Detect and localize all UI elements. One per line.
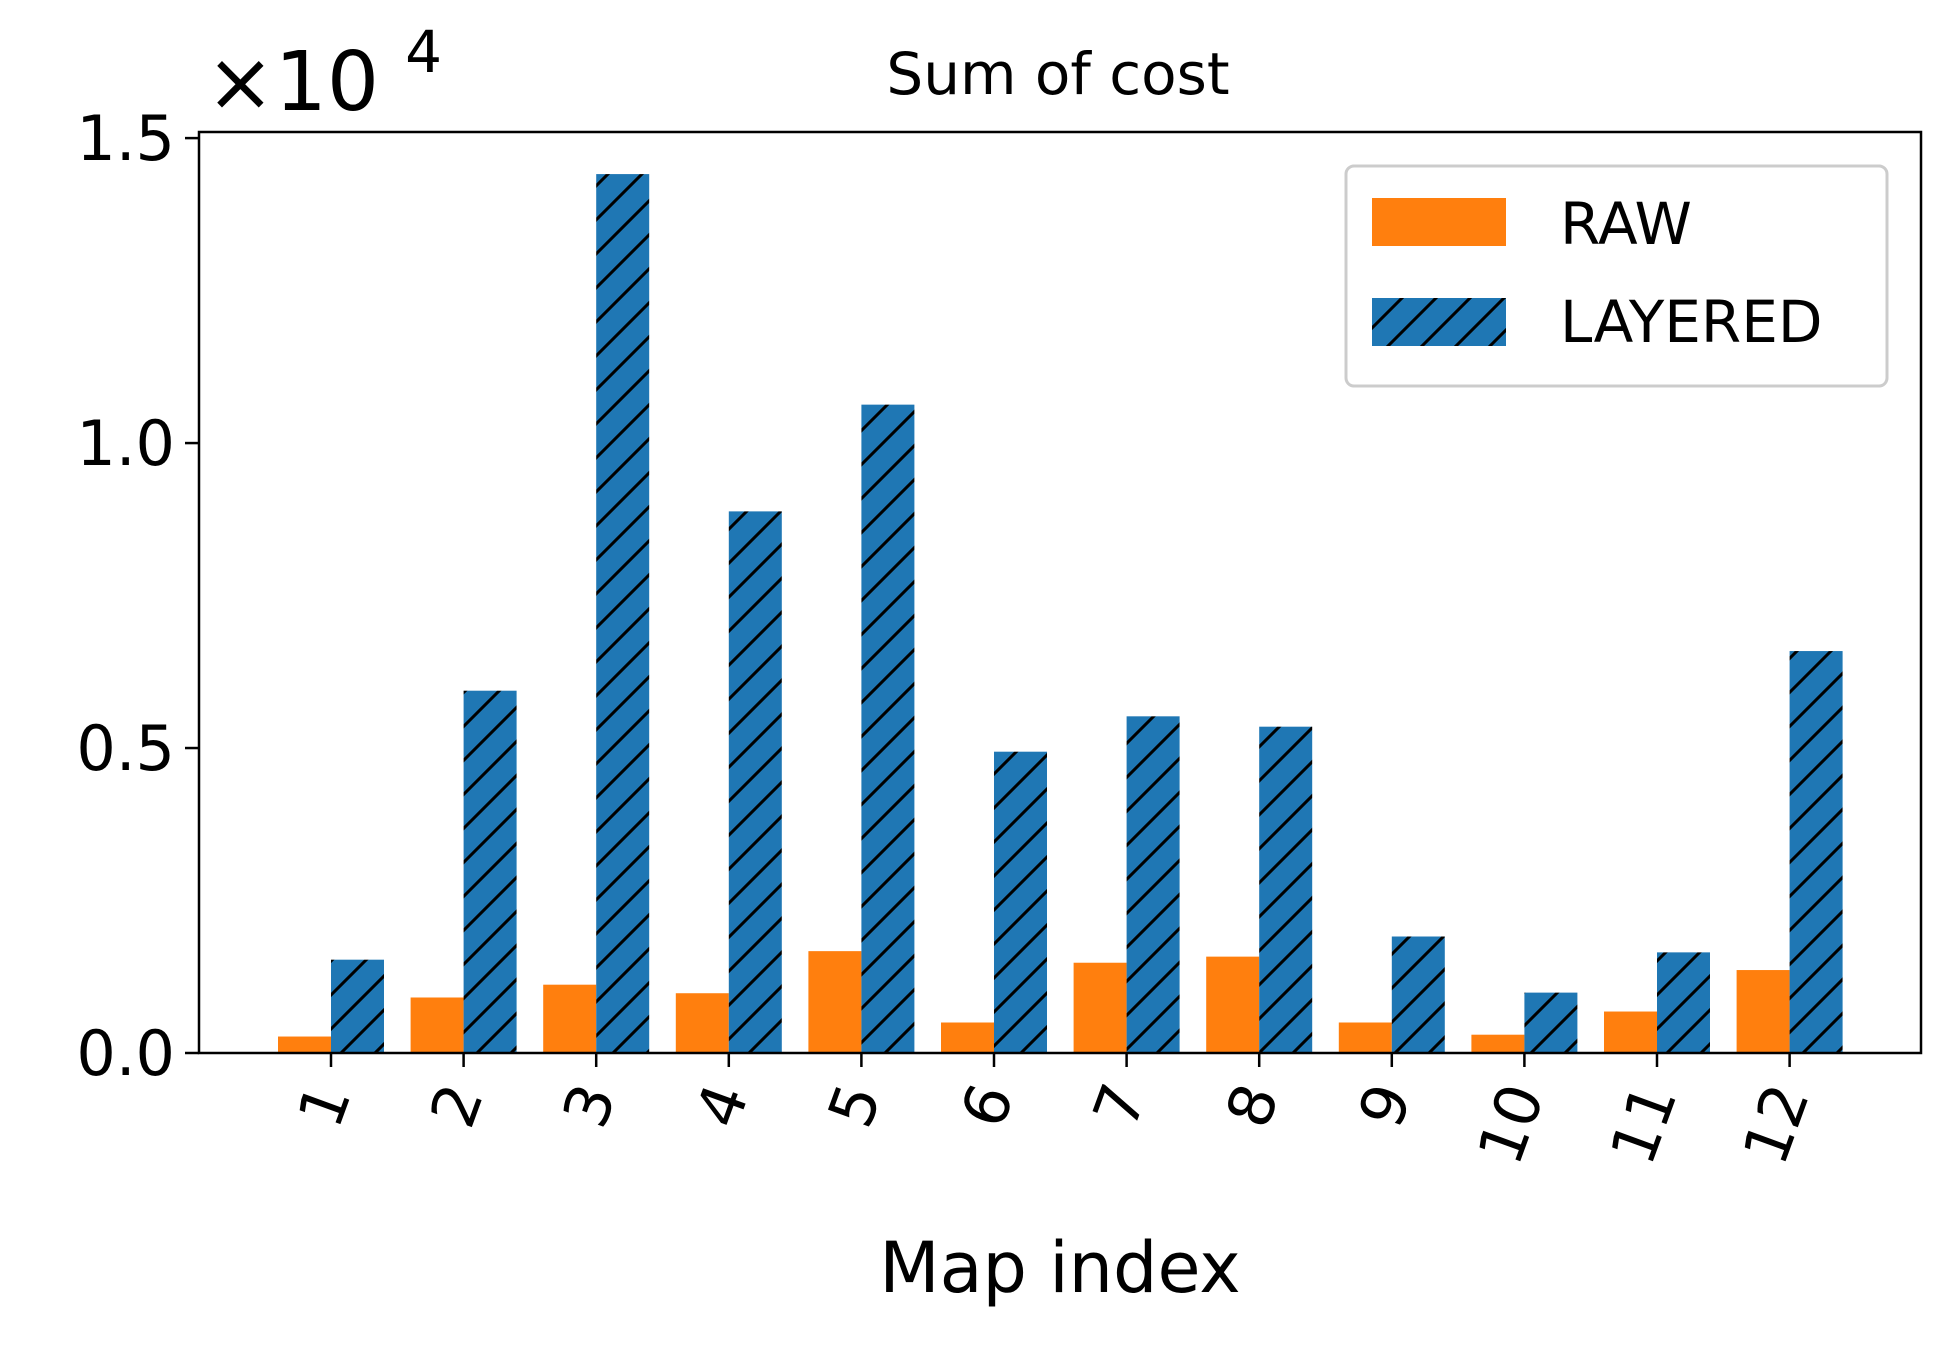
bar-layered-11 <box>1657 952 1710 1053</box>
legend-label-layered: LAYERED <box>1560 288 1823 356</box>
x-tick-label: 3 <box>548 1075 630 1137</box>
bar-raw-7 <box>1073 962 1127 1053</box>
x-axis-ticks: 1 2 3 4 5 6 7 8 9 10 11 12 <box>283 1053 1824 1174</box>
chart-title: Sum of cost <box>886 40 1229 108</box>
legend: RAW LAYERED <box>1344 164 1889 388</box>
y-tick-label: 0.5 <box>76 712 175 785</box>
bar-layered-7 <box>1126 716 1180 1053</box>
x-tick-label: 8 <box>1211 1075 1293 1137</box>
y-tick-label: 1.0 <box>76 407 175 480</box>
bar-raw-11 <box>1604 1011 1657 1053</box>
bar-raw-2 <box>410 997 464 1053</box>
x-tick-label: 9 <box>1344 1075 1426 1137</box>
y-axis-ticks: 0.0 0.5 1.0 1.5 <box>76 102 199 1090</box>
bar-layered-6 <box>994 751 1047 1053</box>
x-tick-label: 5 <box>814 1075 896 1137</box>
y-multiplier-label: ×10 4 <box>206 18 442 130</box>
bar-raw-6 <box>941 1022 994 1053</box>
bar-raw-3 <box>543 984 597 1053</box>
bar-layered-9 <box>1391 936 1445 1053</box>
x-axis-label: Map index <box>879 1227 1240 1309</box>
y-multiplier-base: ×10 <box>206 35 379 130</box>
bar-raw-9 <box>1338 1022 1392 1053</box>
y-tick-label: 0.0 <box>76 1017 175 1090</box>
bar-raw-10 <box>1471 1034 1525 1053</box>
legend-swatch-raw <box>1372 198 1506 246</box>
y-multiplier-exponent: 4 <box>405 18 442 86</box>
bar-layered-8 <box>1259 726 1313 1053</box>
bar-series-group <box>278 174 1843 1054</box>
bar-raw-4 <box>675 993 729 1053</box>
x-tick-label: 11 <box>1596 1075 1692 1174</box>
x-tick-label: 1 <box>283 1075 365 1137</box>
bar-raw-5 <box>808 951 862 1053</box>
y-tick-label: 1.5 <box>76 102 175 175</box>
x-tick-label: 6 <box>946 1075 1028 1137</box>
bar-layered-12 <box>1789 651 1843 1053</box>
bar-layered-2 <box>463 690 517 1053</box>
legend-swatch-layered <box>1372 298 1506 346</box>
x-tick-label: 12 <box>1728 1075 1824 1174</box>
x-tick-label: 4 <box>681 1075 763 1137</box>
plot-frame <box>197 130 1923 1055</box>
bar-layered-3 <box>596 174 650 1053</box>
x-tick-label: 2 <box>416 1075 498 1137</box>
bar-raw-12 <box>1736 970 1790 1053</box>
bar-layered-4 <box>728 511 782 1054</box>
bar-layered-10 <box>1524 992 1578 1053</box>
bar-layered-5 <box>861 404 915 1054</box>
bar-layered-1 <box>331 959 384 1053</box>
x-tick-label: 7 <box>1079 1075 1161 1137</box>
x-tick-label: 10 <box>1463 1075 1559 1174</box>
bar-raw-1 <box>278 1036 331 1053</box>
legend-label-raw: RAW <box>1560 190 1692 258</box>
bar-raw-8 <box>1206 956 1260 1053</box>
